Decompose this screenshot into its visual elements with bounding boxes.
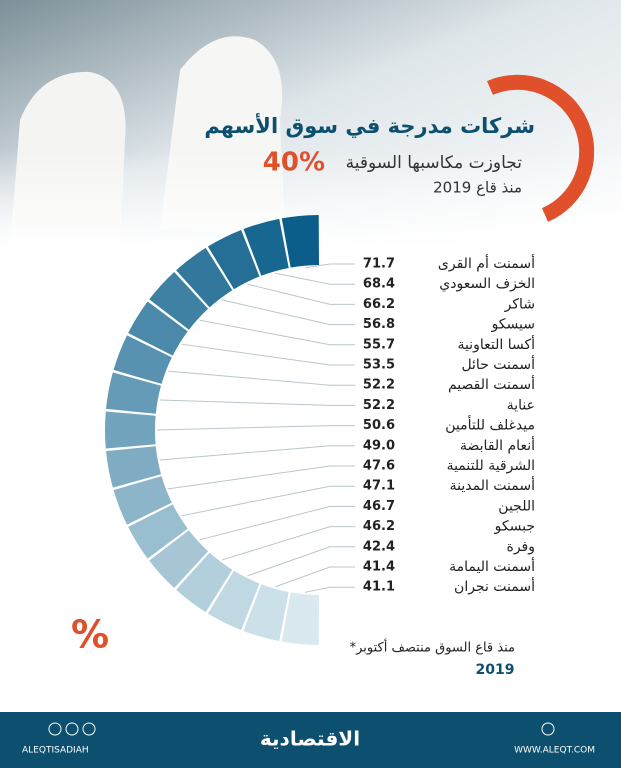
leader-line [167,370,355,386]
footer-bar [0,712,621,768]
ring-segment [128,301,188,356]
company-name: أكسا التعاونية [457,335,535,353]
company-name: أسمنت اليمامة [449,557,535,575]
social-icon [48,722,62,736]
leader-line [304,586,355,593]
ring-segment [207,229,260,290]
accent-arc [487,74,595,222]
leader-line [275,566,355,588]
value-label: 52.2 [363,398,395,413]
social-icon [65,722,79,736]
ring-segment [113,335,172,384]
footer-brand: الاقتصادية [260,727,360,751]
ring-segment [106,372,162,414]
leader-line [275,272,355,285]
ring-segment [105,411,156,449]
ring-segment [149,271,209,330]
leader-line [156,425,355,431]
company-name: أسمنت المدينة [450,476,535,494]
ring-segment [243,584,289,642]
company-name: سيسكو [491,317,535,333]
value-label: 47.1 [363,479,395,494]
leader-line [221,526,355,561]
value-label: 41.4 [363,560,395,575]
value-label: 46.7 [363,499,395,514]
ring-segment [176,552,233,613]
company-name: وفرة [506,539,535,555]
ring-segment [128,504,188,559]
value-label: 56.8 [363,317,395,332]
value-label: 42.4 [363,539,395,554]
value-label: 41.1 [363,580,395,595]
leader-line [221,299,355,326]
company-name: الخزف السعودي [439,276,535,292]
since-label: منذ قاع 2019 [433,179,522,197]
leader-line [304,263,355,269]
value-label: 50.6 [363,418,395,433]
footnote-year: 2019 [476,662,515,678]
web-icon [541,722,555,736]
footnote: *منذ قاع السوق منتصف أكتوبر [350,639,515,656]
value-label: 66.2 [363,297,395,312]
ring-segment [149,530,209,589]
ring-segment [176,247,233,308]
value-label: 52.2 [363,378,395,393]
footer-social: ALEQTISADIAH [22,746,89,756]
leader-line [159,399,355,406]
title: شركات مدرجة في سوق الأسهم [204,112,535,138]
leader-line [181,343,355,366]
company-name: عناية [507,397,535,413]
company-name: شاكر [504,296,535,312]
value-label: 68.4 [363,277,395,292]
subtitle: تجاوزت مكاسبها السوقية [346,153,523,173]
company-name: جبسكو [494,519,535,535]
value-label: 55.7 [363,337,395,352]
footer-website: WWW.ALEQT.COM [514,746,595,756]
ring-segment [281,592,320,645]
ring-segment [106,446,162,488]
value-label: 46.2 [363,519,395,534]
company-name: الشرقية للتنمية [447,458,535,474]
value-label: 71.7 [363,257,395,272]
ring-segment [243,218,289,276]
leader-line [199,319,355,346]
ring-segment [281,215,320,268]
company-name: أسمنت أم القرى [438,254,535,272]
value-label: 53.5 [363,358,395,373]
leader-line [199,505,355,541]
company-name: اللجين [498,498,535,514]
company-name: أسمنت نجران [454,577,535,595]
company-name: ميدغلف للتأمين [445,415,535,434]
leader-line [247,546,355,577]
company-name: أنعام القابضة [460,436,535,454]
ring-segment [207,570,260,631]
leader-line [247,283,355,305]
company-name: أسمنت القصيم [448,375,535,393]
leader-line [167,465,355,490]
leader-line [181,485,355,517]
ring-segment [113,476,172,525]
company-name: أسمنت حائل [461,355,535,373]
social-icon [82,722,96,736]
value-label: 49.0 [363,438,395,453]
value-label: 47.6 [363,459,395,474]
percent-icon: % [71,613,109,657]
highlight: 40% [263,148,325,178]
leader-line [159,445,355,461]
